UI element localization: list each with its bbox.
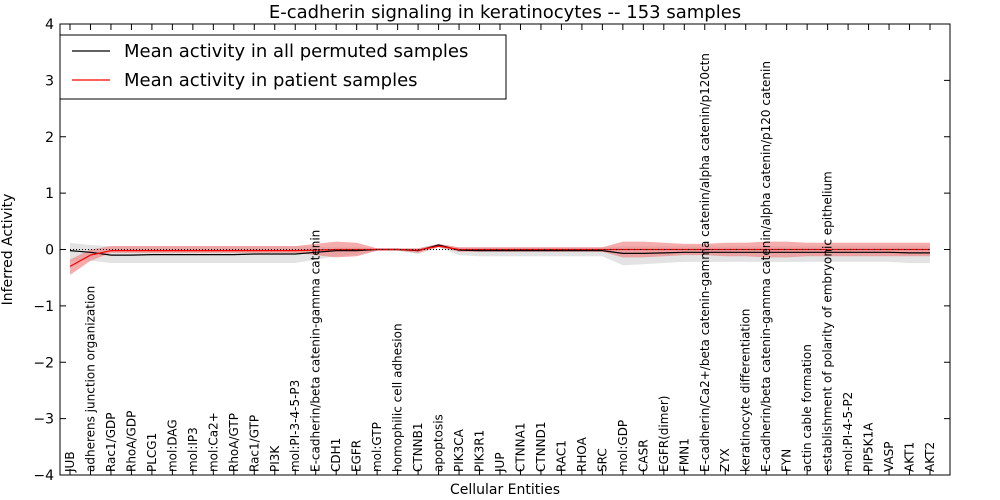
x-category-label: keratinocyte differentiation [739,309,753,472]
confidence-bands [70,241,930,275]
x-category-label: FYN [780,449,794,472]
x-category-label: CTNNB1 [411,422,425,472]
x-category-label: PIP5K1A [862,422,876,472]
y-axis-label: Inferred Activity [0,194,16,306]
y-tick-label: −4 [33,468,54,484]
x-category-label: JUB [63,451,77,473]
x-category-label: mol:IP3 [186,427,200,472]
x-category-label: RhoA/GTP [227,413,241,472]
y-tick-label: 2 [45,130,54,146]
x-category-label: mol:PI-4-5-P2 [841,392,855,472]
x-category-label: VASP [882,441,896,472]
x-category-label: mol:PI-3-4-5-P3 [288,380,302,472]
x-category-label: CASR [636,439,650,472]
x-category-label: adherens junction organization [83,286,97,472]
x-category-label: CTNND1 [534,421,548,472]
x-category-label: RAC1 [554,440,568,472]
x-category-label: Rac1/GDP [104,413,118,472]
x-category-label: Rac1/GTP [247,415,261,472]
x-category-label: apoptosis [432,414,446,472]
x-category-label: actin cable formation [800,344,814,472]
y-tick-label: −2 [33,355,54,371]
chart-title: E-cadherin signaling in keratinocytes --… [269,2,741,23]
x-category-label: PLCG1 [145,433,159,472]
y-axis-ticks: −4 −3 −2 −1 0 1 2 3 4 [33,17,950,484]
x-category-label: SRC [595,448,609,472]
y-tick-label: −1 [33,299,54,315]
x-category-labels: JUB adherens junction organization Rac1/GD… [63,53,937,473]
legend-box [59,34,507,100]
x-category-label: EGFR(dimer) [657,396,671,472]
x-category-label: mol:DAG [165,419,179,472]
x-category-label: RhoA/GDP [124,411,138,472]
x-axis-ticks [69,24,931,475]
y-tick-label: 4 [45,17,54,33]
y-tick-label: 3 [45,73,54,89]
x-category-label: EGFR [350,440,364,472]
x-category-label: CTNNA1 [513,422,527,472]
legend: Mean activity in all permuted samples Me… [59,34,507,100]
x-category-label: ZYX [718,448,732,472]
x-axis-label: Cellular Entities [450,482,560,498]
x-category-label: E-cadherin/Ca2+/beta catenin-gamma caten… [698,53,712,472]
legend-entry-permuted: Mean activity in all permuted samples [124,41,468,62]
x-category-label: RHOA [575,436,589,472]
x-category-label: AKT1 [903,442,917,472]
legend-entry-patient: Mean activity in patient samples [124,70,418,91]
x-category-label: FMN1 [677,438,691,472]
x-category-label: mol:GDP [616,420,630,472]
x-category-label: PIK3CA [452,428,466,472]
series-line-permuted [69,244,930,256]
x-category-label: PIK3R1 [473,430,487,472]
x-category-label: mol:Ca2+ [206,412,220,472]
x-category-label: PI3K [268,445,282,472]
y-tick-label: 0 [45,243,54,259]
x-category-label: CDH1 [329,438,343,472]
x-category-label: E-cadherin/beta catenin-gamma catenin/al… [759,61,773,472]
x-category-label: JUP [493,452,507,473]
x-category-label: establishment of polarity of embryonic e… [821,171,835,472]
y-tick-label: 1 [45,186,54,202]
x-category-label: mol:GTP [370,422,384,472]
x-category-label: E-cadherin/beta catenin-gamma catenin [309,230,323,472]
y-tick-label: −3 [33,412,54,428]
x-category-label: AKT2 [923,442,937,472]
x-category-label: homophilic cell adhesion [391,323,405,472]
